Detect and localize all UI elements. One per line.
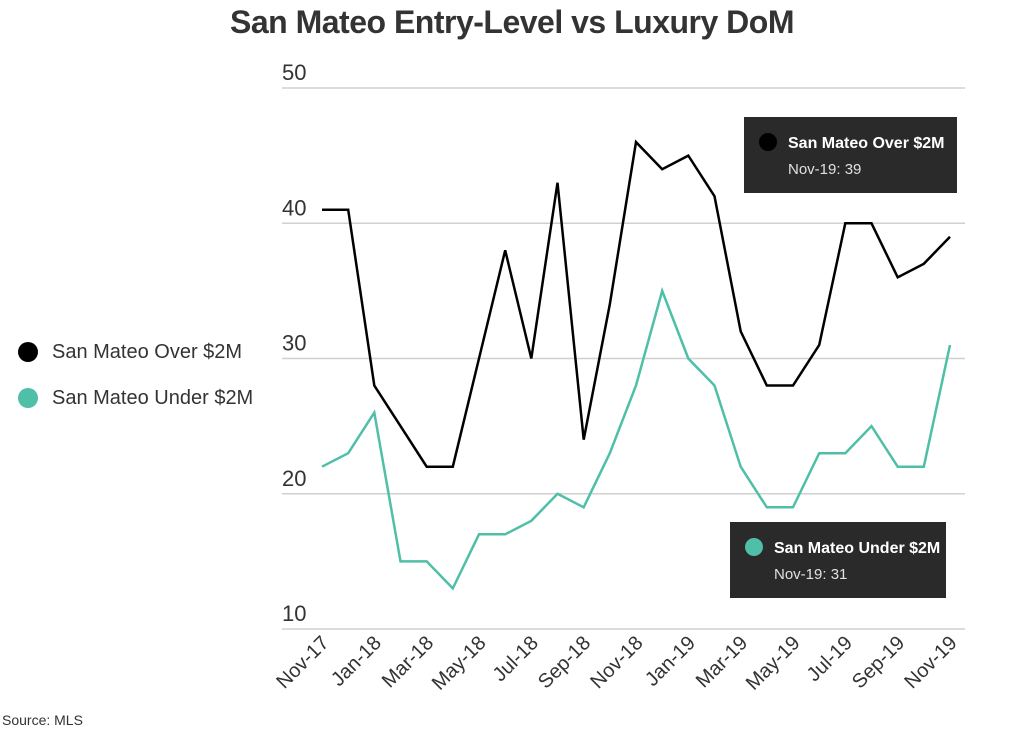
x-tick-label: Nov-18 [586,632,647,693]
tooltips: San Mateo Over $2M Nov-19: 39 San Mateo Un… [730,117,957,598]
tooltip-title: San Mateo Under $2M [774,540,940,557]
y-axis-ticks: 10 20 30 40 50 [282,60,306,626]
legend-dot-icon [18,342,38,362]
tooltip-title: San Mateo Over $2M [788,135,945,152]
x-tick-label: Jan-19 [641,632,700,691]
chart-title: San Mateo Entry-Level vs Luxury DoM [230,4,794,40]
series-lines [321,139,952,591]
tooltip-box [730,522,946,598]
tooltip-dot-icon [745,538,763,556]
legend-item-under-2m[interactable]: San Mateo Under $2M [18,386,253,410]
x-tick-label: May-19 [742,632,805,695]
series-line-over-2m [322,139,951,468]
x-tick-label: Nov-17 [272,632,333,693]
x-tick-label: Jan-18 [327,632,386,691]
legend-label: San Mateo Over $2M [52,340,243,363]
y-tick-label: 50 [282,60,306,85]
y-tick-label: 10 [282,601,306,626]
tooltip-value: Nov-19: 39 [788,161,861,178]
x-tick-label: May-18 [428,632,491,695]
x-axis-ticks: Nov-17Jan-18Mar-18May-18Jul-18Sep-18Nov-… [272,632,961,695]
legend-dot-icon [18,388,38,408]
tooltip-under-2m: San Mateo Under $2M Nov-19: 31 [730,522,946,598]
x-tick-label: Sep-18 [534,632,595,693]
series-line-under-2m [321,286,952,591]
tooltip-box [744,117,957,193]
legend-label: San Mateo Under $2M [52,386,254,409]
legend-item-over-2m[interactable]: San Mateo Over $2M [18,340,253,364]
tooltip-value: Nov-19: 31 [774,566,847,583]
tooltip-over-2m: San Mateo Over $2M Nov-19: 39 [744,117,957,193]
x-tick-label: Sep-19 [848,632,909,693]
x-tick-label: Mar-19 [692,632,752,692]
x-tick-label: Nov-19 [900,632,961,693]
x-tick-label: Mar-18 [378,632,438,692]
y-tick-label: 30 [282,331,306,356]
y-tick-label: 20 [282,466,306,491]
source-note: Source: MLS [2,712,83,728]
tooltip-dot-icon [759,133,777,151]
legend: San Mateo Over $2M San Mateo Under $2M [18,340,253,432]
y-tick-label: 40 [282,195,306,220]
